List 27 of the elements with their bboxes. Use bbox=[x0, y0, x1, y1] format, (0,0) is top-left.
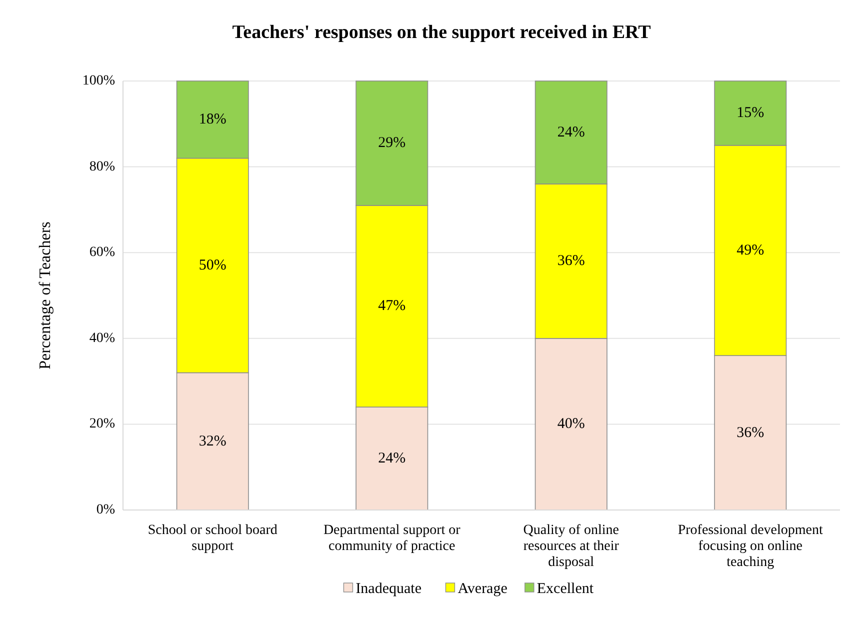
y-tick-label: 0% bbox=[96, 502, 116, 518]
chart-title: Teachers' responses on the support received in ERT bbox=[232, 22, 652, 43]
legend-label: Excellent bbox=[536, 581, 594, 597]
y-axis-title: Percentage of Teachers bbox=[37, 222, 54, 370]
data-label: 32% bbox=[198, 433, 226, 450]
x-tick-label: Quality of online resources at their disposal bbox=[523, 523, 620, 570]
x-tick-label: School or school board support bbox=[148, 523, 278, 554]
data-label: 36% bbox=[557, 253, 585, 270]
y-tick-label: 60% bbox=[89, 245, 116, 260]
data-label: 15% bbox=[736, 105, 764, 122]
data-label: 49% bbox=[736, 242, 764, 258]
data-label: 24% bbox=[378, 450, 406, 467]
x-tick-label: Professional development focusing on online teaching bbox=[678, 523, 823, 570]
data-label: 36% bbox=[736, 424, 764, 441]
data-label: 29% bbox=[378, 135, 406, 152]
data-label: 50% bbox=[198, 257, 226, 274]
y-tick-label: 100% bbox=[82, 74, 116, 88]
y-tick-label: 80% bbox=[89, 159, 116, 174]
y-tick-label: 40% bbox=[89, 330, 116, 346]
data-label: 47% bbox=[378, 298, 406, 314]
y-tick-label: 20% bbox=[89, 416, 116, 432]
x-tick-label: Departmental support or community of practice bbox=[323, 523, 461, 554]
legend-label: Inadequate bbox=[356, 581, 422, 597]
data-label: 18% bbox=[198, 112, 226, 128]
data-label: 24% bbox=[557, 124, 585, 140]
data-label: 40% bbox=[557, 416, 585, 432]
legend-label: Average bbox=[458, 581, 508, 597]
